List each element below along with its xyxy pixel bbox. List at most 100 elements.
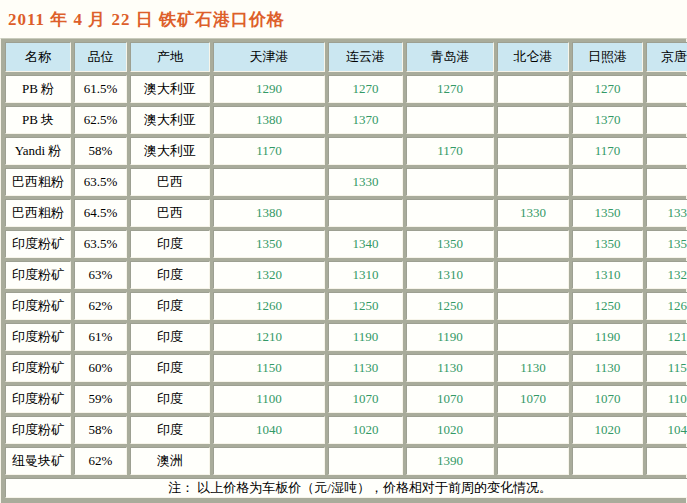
price-cell-qingdao: 1170 [406, 137, 494, 165]
price-cell-lianyungang [328, 199, 403, 227]
price-cell-rizhao: 1130 [572, 354, 643, 382]
price-cell-tianjin: 1380 [213, 106, 325, 134]
price-cell-qingdao [406, 199, 494, 227]
column-header-origin: 产地 [130, 42, 210, 72]
grade-cell: 59% [74, 385, 127, 413]
price-cell-qingdao: 1020 [406, 416, 494, 444]
price-cell-rizhao: 1190 [572, 323, 643, 351]
price-cell-lianyungang: 1070 [328, 385, 403, 413]
name-cell: 纽曼块矿 [5, 447, 71, 475]
table-row: 印度粉矿58%印度10401020102010201040 [5, 416, 687, 444]
price-cell-lianyungang: 1340 [328, 230, 403, 258]
grade-cell: 63.5% [74, 230, 127, 258]
price-cell-rizhao: 1020 [572, 416, 643, 444]
iron-ore-price-table: 名称品位产地天津港连云港青岛港北仑港日照港京唐港 PB 粉61.5%澳大利亚12… [2, 39, 687, 501]
price-cell-qingdao: 1390 [406, 447, 494, 475]
origin-cell: 澳大利亚 [130, 106, 210, 134]
price-cell-lianyungang: 1270 [328, 75, 403, 103]
column-header-lianyungang: 连云港 [328, 42, 403, 72]
name-cell: Yandi 粉 [5, 137, 71, 165]
grade-cell: 63.5% [74, 168, 127, 196]
price-cell-rizhao: 1350 [572, 199, 643, 227]
price-cell-jingtang [646, 447, 687, 475]
column-header-rizhao: 日照港 [572, 42, 643, 72]
grade-cell: 62% [74, 292, 127, 320]
origin-cell: 印度 [130, 416, 210, 444]
price-cell-lianyungang: 1310 [328, 261, 403, 289]
price-cell-beilun: 1130 [497, 354, 569, 382]
grade-cell: 62% [74, 447, 127, 475]
grade-cell: 62.5% [74, 106, 127, 134]
price-cell-jingtang: 1150 [646, 354, 687, 382]
price-cell-lianyungang: 1370 [328, 106, 403, 134]
price-cell-tianjin: 1380 [213, 199, 325, 227]
column-header-qingdao: 青岛港 [406, 42, 494, 72]
price-cell-rizhao: 1070 [572, 385, 643, 413]
price-cell-jingtang [646, 106, 687, 134]
price-cell-qingdao [406, 168, 494, 196]
price-cell-qingdao: 1070 [406, 385, 494, 413]
price-cell-jingtang: 1210 [646, 323, 687, 351]
price-cell-rizhao: 1310 [572, 261, 643, 289]
price-cell-lianyungang: 1330 [328, 168, 403, 196]
price-cell-tianjin [213, 168, 325, 196]
grade-cell: 63% [74, 261, 127, 289]
price-cell-rizhao: 1170 [572, 137, 643, 165]
table-row: 印度粉矿62%印度12601250125012501260 [5, 292, 687, 320]
name-cell: 印度粉矿 [5, 230, 71, 258]
price-cell-rizhao [572, 168, 643, 196]
price-cell-qingdao: 1270 [406, 75, 494, 103]
table-row: PB 块62.5%澳大利亚138013701370 [5, 106, 687, 134]
table-row: 印度粉矿60%印度115011301130113011301150 [5, 354, 687, 382]
column-header-beilun: 北仑港 [497, 42, 569, 72]
price-cell-qingdao: 1250 [406, 292, 494, 320]
header-row: 名称品位产地天津港连云港青岛港北仑港日照港京唐港 [5, 42, 687, 72]
price-cell-rizhao: 1250 [572, 292, 643, 320]
origin-cell: 印度 [130, 354, 210, 382]
name-cell: 巴西粗粉 [5, 199, 71, 227]
price-cell-beilun: 1330 [497, 199, 569, 227]
price-cell-tianjin: 1210 [213, 323, 325, 351]
origin-cell: 澳大利亚 [130, 137, 210, 165]
name-cell: 印度粉矿 [5, 292, 71, 320]
grade-cell: 61% [74, 323, 127, 351]
price-cell-tianjin: 1260 [213, 292, 325, 320]
price-cell-lianyungang [328, 137, 403, 165]
price-cell-beilun [497, 292, 569, 320]
price-cell-rizhao [572, 447, 643, 475]
price-cell-beilun [497, 106, 569, 134]
price-cell-beilun [497, 416, 569, 444]
price-cell-lianyungang: 1250 [328, 292, 403, 320]
name-cell: 印度粉矿 [5, 354, 71, 382]
price-cell-lianyungang: 1130 [328, 354, 403, 382]
name-cell: PB 粉 [5, 75, 71, 103]
origin-cell: 印度 [130, 230, 210, 258]
price-note: 注： 以上价格为车板价（元/湿吨），价格相对于前周的变化情况。 [5, 478, 687, 498]
table-row: 纽曼块矿62%澳洲1390 [5, 447, 687, 475]
grade-cell: 58% [74, 137, 127, 165]
name-cell: 印度粉矿 [5, 261, 71, 289]
origin-cell: 印度 [130, 261, 210, 289]
name-cell: 印度粉矿 [5, 323, 71, 351]
price-cell-lianyungang: 1190 [328, 323, 403, 351]
price-cell-jingtang: 1040 [646, 416, 687, 444]
column-header-name: 名称 [5, 42, 71, 72]
table-row: Yandi 粉58%澳大利亚117011701170 [5, 137, 687, 165]
price-cell-beilun [497, 168, 569, 196]
grade-cell: 60% [74, 354, 127, 382]
table-row: 印度粉矿63%印度13201310131013101320 [5, 261, 687, 289]
price-cell-beilun: 1070 [497, 385, 569, 413]
grade-cell: 61.5% [74, 75, 127, 103]
price-cell-qingdao: 1190 [406, 323, 494, 351]
price-cell-lianyungang [328, 447, 403, 475]
price-cell-qingdao: 1350 [406, 230, 494, 258]
price-cell-beilun [497, 261, 569, 289]
price-cell-tianjin: 1040 [213, 416, 325, 444]
table-row: 印度粉矿59%印度110010701070107010701100 [5, 385, 687, 413]
price-cell-beilun [497, 447, 569, 475]
price-cell-tianjin: 1290 [213, 75, 325, 103]
price-cell-tianjin: 1350 [213, 230, 325, 258]
price-cell-beilun [497, 75, 569, 103]
price-cell-qingdao: 1310 [406, 261, 494, 289]
origin-cell: 印度 [130, 323, 210, 351]
